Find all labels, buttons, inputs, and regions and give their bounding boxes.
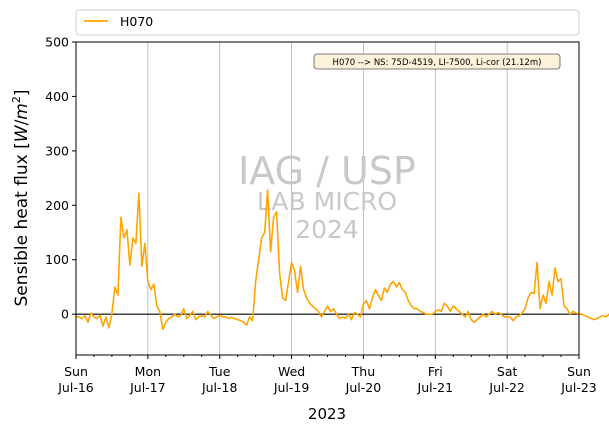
y-tick-label: 100 — [45, 252, 69, 267]
watermark-line-3: 2024 — [295, 215, 359, 244]
x-tick-label-date: Jul-17 — [129, 380, 166, 395]
y-axis-title-unit-m: m — [12, 103, 32, 120]
x-tick-label-date: Jul-19 — [273, 380, 310, 395]
annotation: H070 --> NS: 75D-4519, LI-7500, Li-cor (… — [313, 53, 561, 70]
x-axis-title: 2023 — [308, 405, 346, 423]
annotation-box — [313, 53, 561, 70]
y-tick-label: 300 — [45, 143, 69, 158]
x-tick-label-day: Sun — [64, 364, 88, 379]
x-tick-label-day: Wed — [278, 364, 305, 379]
y-tick-label: 0 — [61, 307, 69, 322]
x-tick-label-date: Jul-20 — [345, 380, 382, 395]
watermark-line-1: IAG / USP — [238, 149, 416, 193]
y-tick-label: 200 — [45, 198, 69, 213]
x-tick-label-day: Sat — [497, 364, 518, 379]
series-line-h070 — [76, 189, 609, 331]
watermark: IAG / USP LAB MICRO 2024 — [238, 149, 416, 244]
x-tick-label-day: Fri — [428, 364, 443, 379]
y-axis-title-main: Sensible heat flux [ — [12, 142, 32, 306]
y-axis-title-close: ] — [12, 89, 32, 96]
watermark-line-2: LAB MICRO — [257, 187, 397, 216]
x-tick-label-date: Jul-21 — [417, 380, 454, 395]
x-tick-label-date: Jul-23 — [560, 380, 597, 395]
legend-box — [75, 9, 580, 36]
y-axis-title-unit-exp: 2 — [10, 96, 23, 103]
y-tick-label: 400 — [45, 89, 69, 104]
legend: H070 — [75, 9, 580, 36]
y-axis-title-unit-sep: / — [12, 119, 32, 125]
x-axis: SunJul-16MonJul-17TueJul-18WedJul-19ThuJ… — [57, 355, 597, 395]
y-axis: 0 100 200 300 400 500 — [45, 35, 76, 322]
x-tick-label-date: Jul-16 — [57, 380, 94, 395]
y-axis-title: Sensible heat flux [W/m2] — [10, 89, 32, 306]
annotation-text: H070 --> NS: 75D-4519, LI-7500, Li-cor (… — [333, 58, 542, 68]
x-tick-label-date: Jul-22 — [488, 380, 525, 395]
legend-label-h070: H070 — [120, 14, 153, 29]
plot-area: IAG / USP LAB MICRO 2024 H070 --> NS: 75… — [75, 41, 609, 356]
y-tick-label: 500 — [45, 35, 69, 50]
x-tick-label-date: Jul-18 — [201, 380, 238, 395]
x-tick-label-day: Sun — [567, 364, 591, 379]
grid-layer — [147, 42, 508, 355]
x-tick-label-day: Tue — [208, 364, 231, 379]
x-tick-label-day: Thu — [351, 364, 375, 379]
x-tick-label-day: Mon — [135, 364, 161, 379]
y-axis-title-unit-w: W — [12, 124, 32, 142]
